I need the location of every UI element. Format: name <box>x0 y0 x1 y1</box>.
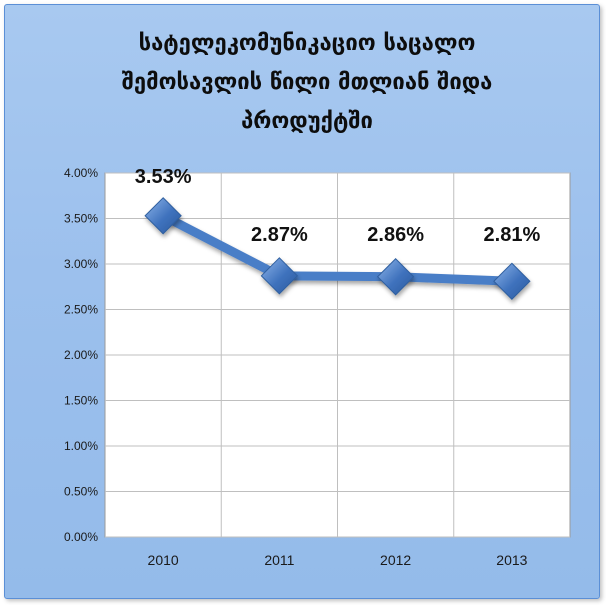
data-label: 2.81% <box>484 224 541 246</box>
y-axis-tick-labels: 0.00% 0.50% 1.00% 1.50% 2.00% 2.50% 3.00% 3.50%… <box>64 166 98 544</box>
line-chart: სატელეკომუნიკაციო საცალო შემოსავლის წილი… <box>64 31 571 568</box>
data-markers <box>144 197 531 300</box>
data-label: 3.53% <box>135 166 192 188</box>
series-line-group <box>158 211 517 286</box>
y-tick-label: 2.00% <box>64 348 98 362</box>
y-tick-label: 0.50% <box>64 485 98 499</box>
y-tick-label: 0.00% <box>64 530 98 544</box>
data-label: 2.87% <box>251 224 308 246</box>
data-point-marker <box>260 257 299 295</box>
y-tick-label: 3.00% <box>64 257 98 271</box>
chart-title-line-2: შემოსავლის წილი მთლიან შიდა <box>122 70 493 95</box>
y-tick-label: 4.00% <box>64 166 98 180</box>
chart-title-line-1: სატელეკომუნიკაციო საცალო <box>139 31 476 56</box>
y-tick-label: 3.50% <box>64 212 98 226</box>
chart-title-line-3: პროდუქტში <box>241 109 373 134</box>
chart-title: სატელეკომუნიკაციო საცალო შემოსავლის წილი… <box>122 31 493 134</box>
x-category-label: 2013 <box>496 552 527 568</box>
data-point-marker <box>144 197 182 235</box>
x-category-label: 2011 <box>264 552 294 568</box>
data-labels: 3.53% 2.87% 2.86% 2.81% <box>135 166 541 246</box>
chart-frame: სატელეკომუნიკაციო საცალო შემოსავლის წილი… <box>4 4 600 599</box>
x-axis-category-labels: 2010 2011 2012 2013 <box>148 552 528 568</box>
series-line <box>158 211 517 286</box>
data-label: 2.86% <box>367 224 424 246</box>
y-tick-label: 1.50% <box>64 394 98 408</box>
data-point-marker <box>376 258 415 296</box>
x-category-label: 2010 <box>148 552 179 568</box>
y-tick-label: 2.50% <box>64 303 98 317</box>
gridlines <box>105 172 570 538</box>
data-point-marker <box>493 262 531 300</box>
y-tick-label: 1.00% <box>64 439 98 453</box>
x-category-label: 2012 <box>380 552 411 568</box>
